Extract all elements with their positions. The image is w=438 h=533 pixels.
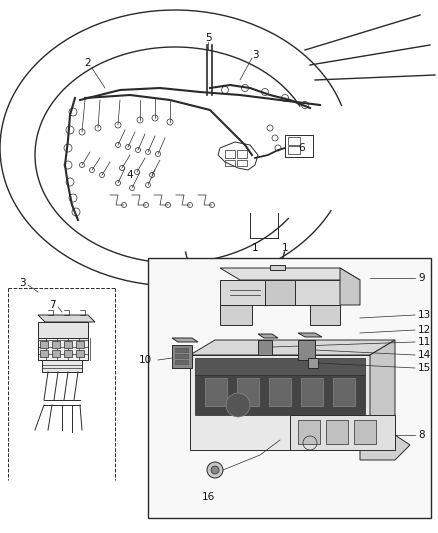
Text: 15: 15 xyxy=(418,363,431,373)
Polygon shape xyxy=(308,358,318,368)
Circle shape xyxy=(207,462,223,478)
Text: 13: 13 xyxy=(418,310,431,320)
Bar xyxy=(269,378,291,406)
Bar xyxy=(237,150,247,158)
Polygon shape xyxy=(38,315,95,322)
Text: 6: 6 xyxy=(299,143,305,153)
Bar xyxy=(40,341,48,348)
Polygon shape xyxy=(220,305,252,325)
Bar xyxy=(285,135,313,157)
Bar xyxy=(301,378,323,406)
Polygon shape xyxy=(360,435,410,460)
Circle shape xyxy=(211,466,219,474)
Bar xyxy=(175,354,188,358)
Text: 9: 9 xyxy=(418,273,424,283)
Polygon shape xyxy=(190,340,395,355)
Bar xyxy=(40,350,48,357)
Polygon shape xyxy=(265,280,295,305)
Bar xyxy=(52,350,60,357)
Polygon shape xyxy=(190,355,370,450)
Text: 5: 5 xyxy=(205,33,211,43)
Bar xyxy=(52,341,60,348)
Text: 3: 3 xyxy=(19,278,25,288)
Polygon shape xyxy=(172,345,192,368)
Text: 2: 2 xyxy=(85,58,91,68)
Polygon shape xyxy=(220,280,340,305)
Text: 3: 3 xyxy=(252,50,258,60)
Polygon shape xyxy=(310,305,340,325)
Bar xyxy=(237,160,247,166)
Text: 12: 12 xyxy=(418,325,431,335)
Bar xyxy=(298,420,320,444)
Text: 14: 14 xyxy=(418,350,431,360)
Polygon shape xyxy=(195,358,365,375)
Polygon shape xyxy=(38,322,88,338)
Polygon shape xyxy=(172,338,198,342)
Bar xyxy=(354,420,376,444)
Polygon shape xyxy=(298,340,315,360)
Bar xyxy=(205,378,227,406)
Text: 8: 8 xyxy=(418,430,424,440)
Text: 4: 4 xyxy=(127,170,133,180)
Polygon shape xyxy=(38,338,88,360)
Bar xyxy=(175,348,188,352)
Polygon shape xyxy=(298,333,322,337)
Polygon shape xyxy=(42,360,82,372)
Bar xyxy=(175,360,188,364)
Bar xyxy=(64,341,72,348)
Bar xyxy=(225,150,235,158)
Polygon shape xyxy=(258,334,278,338)
Polygon shape xyxy=(290,415,395,450)
Text: 7: 7 xyxy=(49,300,55,310)
Polygon shape xyxy=(195,375,365,415)
Polygon shape xyxy=(270,265,285,270)
Bar xyxy=(326,420,348,444)
Bar xyxy=(237,378,259,406)
Bar xyxy=(148,258,431,518)
Text: 1: 1 xyxy=(252,243,258,253)
Polygon shape xyxy=(220,268,360,280)
Bar xyxy=(288,137,300,145)
Bar xyxy=(225,160,235,166)
Bar xyxy=(76,341,84,348)
Polygon shape xyxy=(370,340,395,450)
Bar xyxy=(64,350,72,357)
Text: 10: 10 xyxy=(139,355,152,365)
Polygon shape xyxy=(340,268,360,305)
Bar xyxy=(76,350,84,357)
Polygon shape xyxy=(258,340,272,355)
Text: 1: 1 xyxy=(282,243,288,253)
Bar xyxy=(288,146,300,154)
Bar xyxy=(333,378,355,406)
Text: 11: 11 xyxy=(418,337,431,347)
Circle shape xyxy=(226,393,250,417)
Text: 16: 16 xyxy=(201,492,215,502)
